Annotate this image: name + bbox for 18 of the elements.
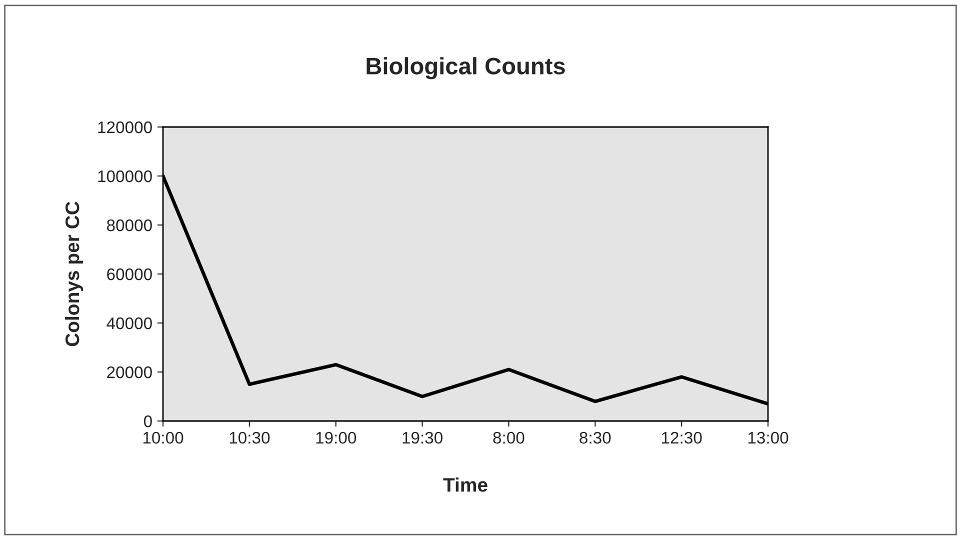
y-tick-label: 100000 bbox=[98, 170, 152, 182]
x-tick-label: 10:00 bbox=[143, 432, 184, 444]
chart-title: Biological Counts bbox=[366, 57, 565, 80]
x-tick-label: 10:30 bbox=[230, 432, 270, 444]
y-tick-label: 60000 bbox=[107, 268, 152, 280]
x-tick-label: 8:00 bbox=[493, 432, 524, 444]
y-tick-label: 40000 bbox=[106, 317, 152, 330]
x-tick-label: 8:30 bbox=[580, 432, 611, 444]
x-tick-label: 19:00 bbox=[316, 432, 356, 444]
x-tick-label: 19:30 bbox=[402, 432, 442, 444]
y-tick-label: 120000 bbox=[98, 121, 152, 134]
y-axis-title: Colonys per CC bbox=[64, 202, 84, 346]
x-tick-label: 12:30 bbox=[662, 432, 702, 444]
y-tick-label: 80000 bbox=[106, 219, 152, 232]
x-axis-title: Time bbox=[443, 478, 488, 492]
x-tick-label: 13:00 bbox=[748, 432, 788, 444]
y-tick-label: 20000 bbox=[107, 366, 152, 378]
y-tick-label: 0 bbox=[144, 415, 152, 428]
